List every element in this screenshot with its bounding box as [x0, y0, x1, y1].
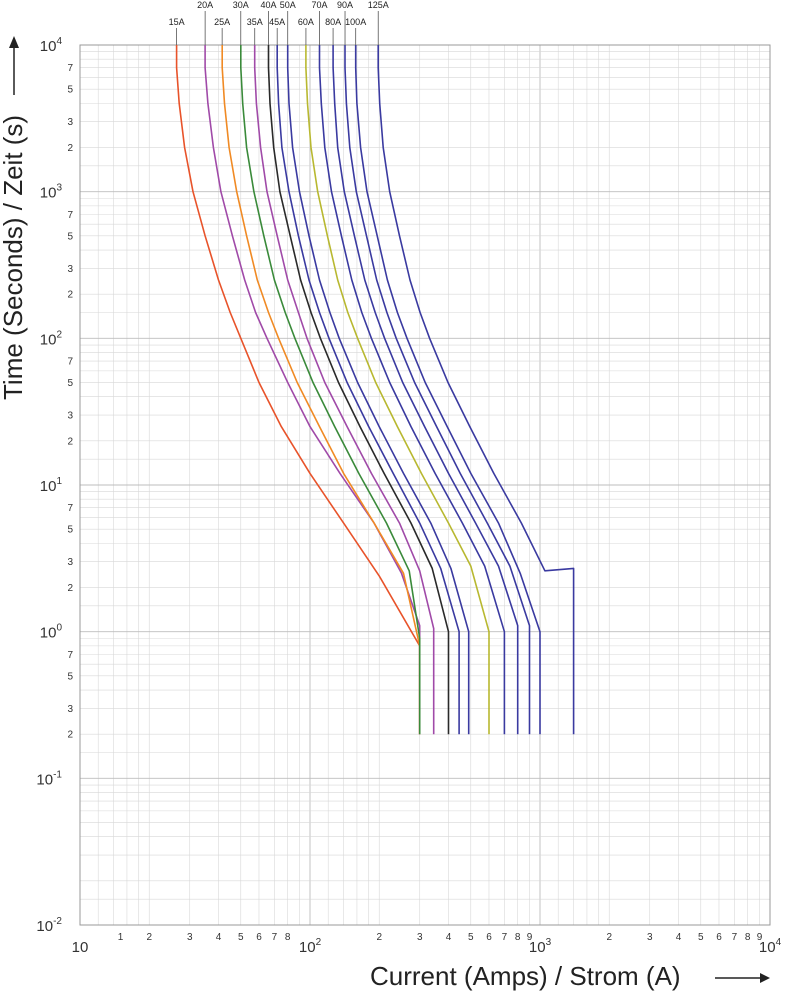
- x-minor-tick-label: 2: [606, 932, 612, 943]
- grid: [79, 44, 771, 926]
- x-major-tick-label: 103: [529, 937, 552, 956]
- series-label-45A: 45A: [269, 17, 285, 27]
- series-label-80A: 80A: [325, 17, 341, 27]
- y-minor-tick-label: 2: [67, 730, 73, 741]
- curve-25A: [221, 45, 421, 735]
- y-minor-tick-label: 2: [67, 290, 73, 301]
- x-minor-tick-label: 5: [698, 932, 704, 943]
- series-label-50A: 50A: [280, 0, 296, 10]
- x-minor-tick-label: 9: [527, 932, 533, 943]
- x-minor-tick-label: 6: [256, 932, 262, 943]
- y-minor-tick-label: 7: [67, 63, 73, 74]
- x-major-tick-label: 10: [72, 939, 89, 956]
- y-major-tick-label: 101: [40, 476, 63, 495]
- x-minor-tick-label: 4: [446, 932, 452, 943]
- y-minor-tick-label: 2: [67, 143, 73, 154]
- y-minor-tick-label: 5: [67, 525, 73, 536]
- curve-35A: [253, 45, 435, 735]
- x-minor-tick-label: 9: [757, 932, 763, 943]
- y-major-tick-label: 102: [40, 329, 63, 348]
- x-minor-tick-label: 2: [146, 932, 152, 943]
- curve-90A: [344, 45, 531, 735]
- x-minor-tick-label: 3: [417, 932, 423, 943]
- y-minor-tick-label: 5: [67, 671, 73, 682]
- series-label-125A: 125A: [368, 0, 389, 10]
- x-minor-tick-label: 8: [515, 932, 521, 943]
- series-label-60A: 60A: [298, 17, 314, 27]
- curve-125A: [377, 45, 575, 735]
- x-minor-tick-label: 6: [486, 932, 492, 943]
- series-label-30A: 30A: [233, 0, 249, 10]
- x-axis-arrow: [715, 973, 770, 983]
- y-axis-title: Time (Seconds) / Zeit (s): [0, 115, 28, 400]
- x-major-tick-label: 104: [759, 937, 782, 956]
- x-minor-tick-label: 1: [118, 932, 124, 943]
- y-minor-tick-label: 2: [67, 436, 73, 447]
- x-minor-tick-label: 3: [187, 932, 193, 943]
- x-minor-tick-label: 2: [376, 932, 382, 943]
- x-minor-tick-label: 7: [272, 932, 278, 943]
- y-minor-tick-label: 3: [67, 117, 73, 128]
- curve-40A: [267, 45, 450, 735]
- y-minor-tick-label: 3: [67, 264, 73, 275]
- curve-70A: [318, 45, 506, 735]
- curve-45A: [276, 45, 460, 735]
- x-minor-tick-label: 4: [216, 932, 222, 943]
- plot-frame: [79, 44, 771, 926]
- series-label-70A: 70A: [312, 0, 328, 10]
- series-label-100A: 100A: [345, 17, 366, 27]
- x-minor-tick-label: 7: [502, 932, 508, 943]
- series-label-25A: 25A: [214, 17, 230, 27]
- y-minor-tick-label: 3: [67, 557, 73, 568]
- x-axis-title: Current (Amps) / Strom (A): [370, 961, 681, 991]
- y-minor-tick-label: 5: [67, 85, 73, 96]
- y-minor-tick-label: 3: [67, 411, 73, 422]
- x-minor-tick-label: 6: [716, 932, 722, 943]
- y-axis-arrow: [9, 36, 19, 95]
- y-minor-tick-label: 7: [67, 650, 73, 661]
- y-minor-tick-label: 7: [67, 210, 73, 221]
- y-major-tick-label: 10-2: [36, 916, 62, 935]
- x-minor-tick-label: 7: [732, 932, 738, 943]
- x-major-tick-label: 102: [299, 937, 322, 956]
- curve-15A: [175, 45, 421, 735]
- curve-50A: [286, 45, 470, 735]
- x-minor-tick-label: 5: [238, 932, 244, 943]
- curves: [175, 45, 575, 735]
- curve-30A: [240, 45, 421, 735]
- series-label-40A: 40A: [260, 0, 276, 10]
- series-label-15A: 15A: [169, 17, 185, 27]
- y-minor-tick-label: 2: [67, 583, 73, 594]
- curve-60A: [305, 45, 490, 735]
- curve-20A: [204, 45, 421, 735]
- x-minor-tick-label: 4: [676, 932, 682, 943]
- x-minor-tick-label: 5: [468, 932, 474, 943]
- y-tick-labels: 104 103 102 101 100 10-1 10-2 7 5 3 2 7 5 3 2 7 5 3 2 7 5 3 2 7…: [36, 36, 73, 935]
- y-major-tick-label: 104: [40, 36, 63, 55]
- series-label-35A: 35A: [247, 17, 263, 27]
- y-major-tick-label: 10-1: [36, 769, 62, 788]
- x-minor-tick-label: 3: [647, 932, 653, 943]
- series-label-90A: 90A: [337, 0, 353, 10]
- x-minor-tick-label: 8: [285, 932, 291, 943]
- series-label-20A: 20A: [197, 0, 213, 10]
- y-major-tick-label: 103: [40, 183, 63, 202]
- curve-80A: [332, 45, 519, 735]
- y-major-tick-label: 100: [40, 623, 63, 642]
- y-minor-tick-label: 5: [67, 378, 73, 389]
- curve-100A: [354, 45, 541, 735]
- y-minor-tick-label: 7: [67, 503, 73, 514]
- x-minor-tick-label: 8: [745, 932, 751, 943]
- y-minor-tick-label: 7: [67, 357, 73, 368]
- y-minor-tick-label: 3: [67, 704, 73, 715]
- y-minor-tick-label: 5: [67, 231, 73, 242]
